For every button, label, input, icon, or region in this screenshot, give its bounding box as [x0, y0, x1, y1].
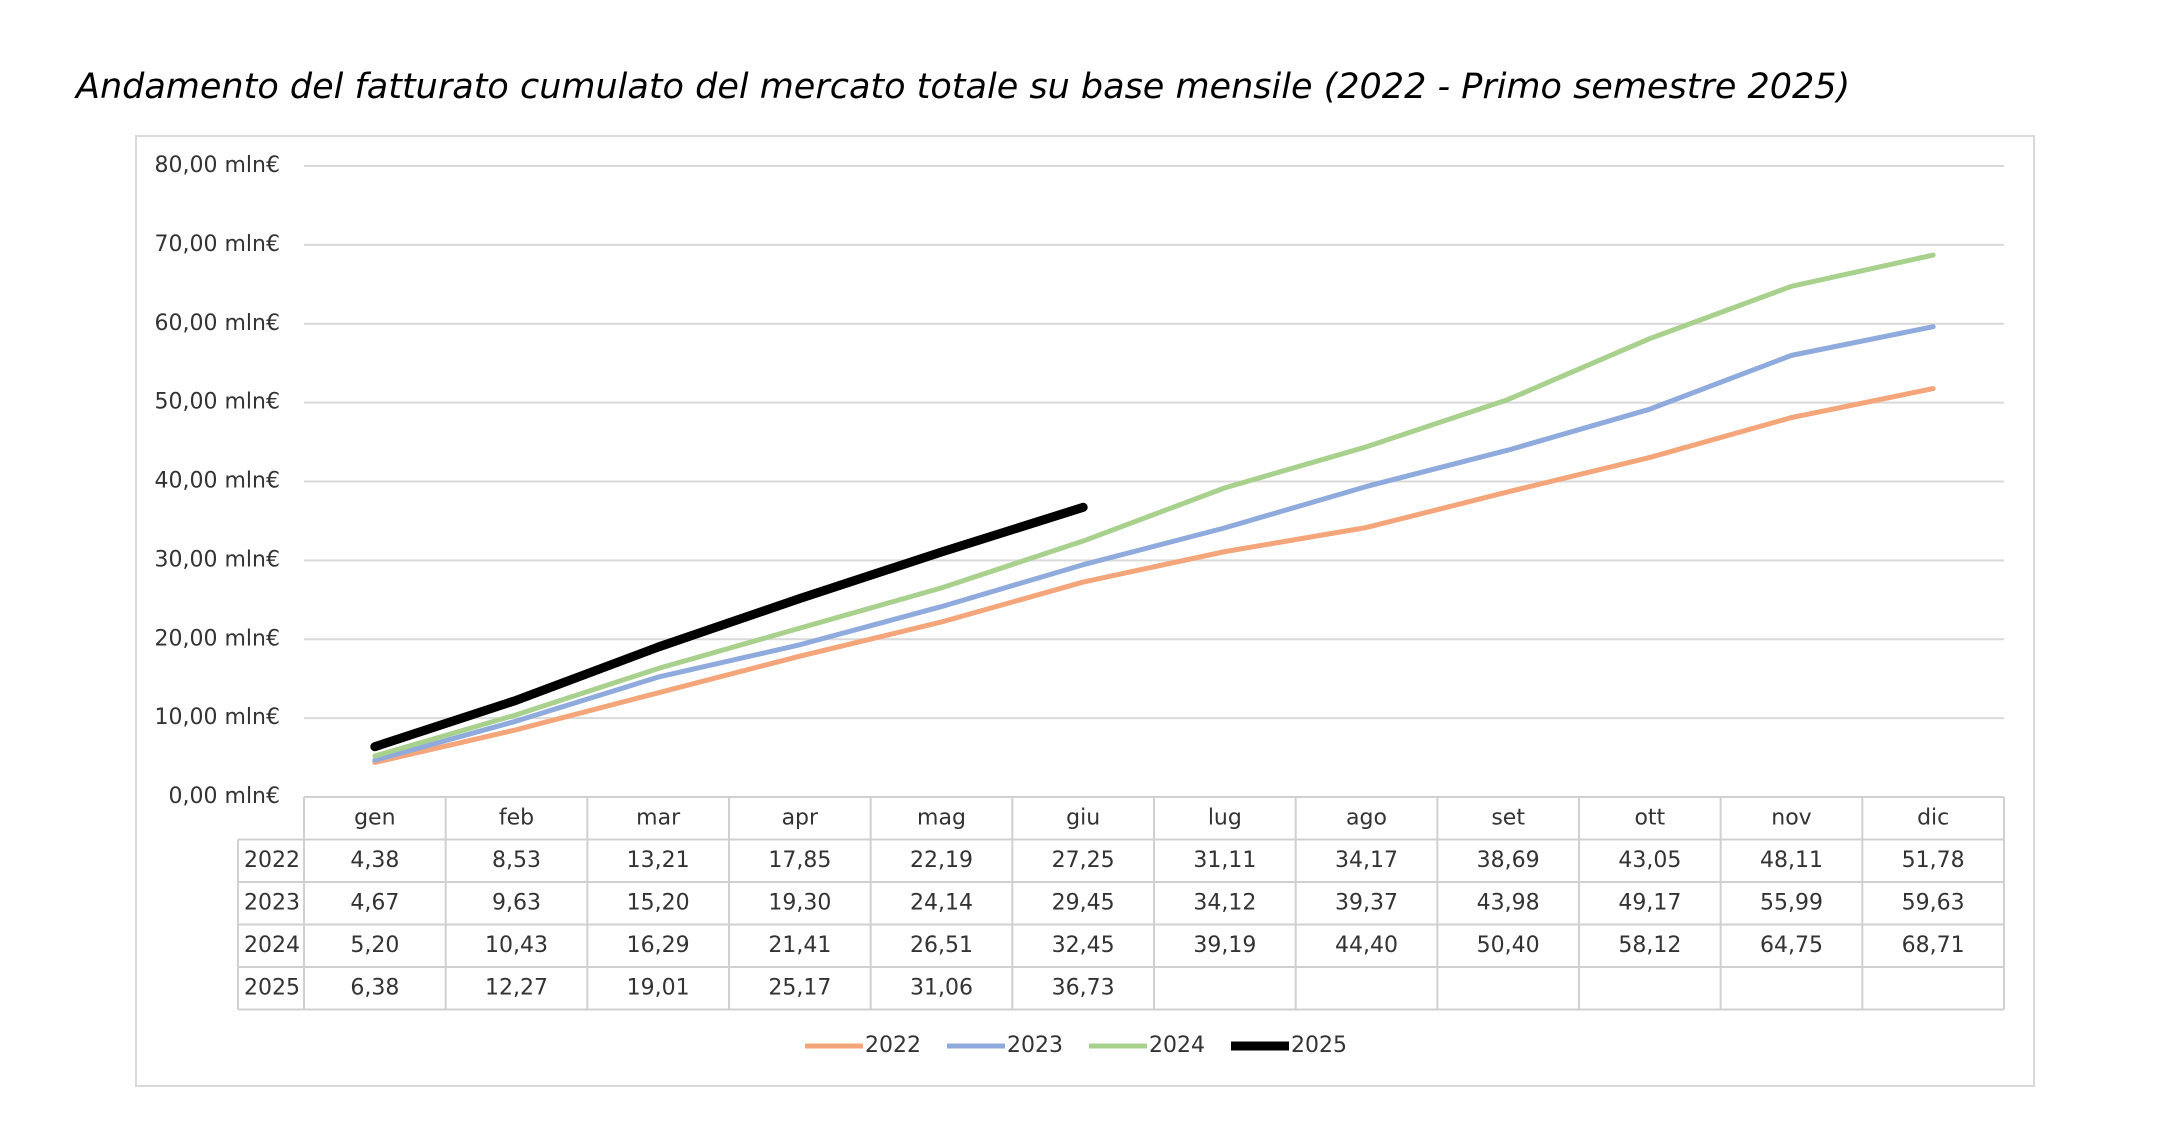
data-label: 4,67 [350, 890, 399, 915]
y-tick-label: 70,00 mln€ [155, 232, 280, 257]
data-label: 49,17 [1618, 890, 1681, 915]
legend-label: 2024 [1149, 1033, 1205, 1058]
data-label: 64,75 [1760, 933, 1823, 958]
data-label: 27,25 [1052, 848, 1115, 873]
x-tick-label: dic [1917, 805, 1949, 830]
data-label: 36,73 [1052, 975, 1115, 1000]
data-label: 15,20 [627, 890, 690, 915]
data-label: 59,63 [1902, 890, 1965, 915]
data-label: 55,99 [1760, 890, 1823, 915]
x-tick-label: nov [1771, 805, 1811, 830]
data-label: 51,78 [1902, 848, 1965, 873]
data-label: 50,40 [1477, 933, 1540, 958]
x-tick-label: giu [1066, 805, 1100, 830]
y-tick-label: 10,00 mln€ [155, 705, 280, 730]
data-label: 26,51 [910, 933, 973, 958]
data-label: 34,12 [1193, 890, 1256, 915]
data-label: 43,05 [1618, 848, 1681, 873]
data-label: 16,29 [627, 933, 690, 958]
data-label: 44,40 [1335, 933, 1398, 958]
data-label: 17,85 [768, 848, 831, 873]
y-tick-label: 80,00 mln€ [155, 153, 280, 178]
data-label: 34,17 [1335, 848, 1398, 873]
series-line [372, 324, 1936, 763]
data-label: 43,98 [1477, 890, 1540, 915]
x-tick-label: mar [636, 805, 681, 830]
data-label: 19,01 [627, 975, 690, 1000]
table-row-label: 2023 [244, 890, 300, 915]
y-tick-label: 0,00 mln€ [169, 784, 280, 809]
table-row-label: 2022 [244, 848, 300, 873]
x-tick-label: lug [1208, 805, 1242, 830]
y-tick-label: 50,00 mln€ [155, 390, 280, 415]
data-label: 4,38 [350, 848, 399, 873]
x-tick-label: ott [1634, 805, 1665, 830]
y-tick-label: 40,00 mln€ [155, 469, 280, 494]
data-label: 19,30 [768, 890, 831, 915]
x-tick-label: gen [354, 805, 395, 830]
data-label: 58,12 [1618, 933, 1681, 958]
data-label: 9,63 [492, 890, 541, 915]
series-line [370, 502, 1088, 752]
x-tick-label: apr [782, 805, 819, 830]
table-row-label: 2025 [244, 975, 300, 1000]
data-label: 6,38 [350, 975, 399, 1000]
data-label: 39,19 [1193, 933, 1256, 958]
data-label: 31,11 [1193, 848, 1256, 873]
table-row-label: 2024 [244, 933, 300, 958]
chart-frame [135, 135, 2035, 1087]
x-tick-label: set [1491, 805, 1525, 830]
data-label: 12,27 [485, 975, 548, 1000]
chart-title: Andamento del fatturato cumulato del mer… [74, 67, 1850, 107]
x-tick-label: feb [499, 805, 534, 830]
data-label: 38,69 [1477, 848, 1540, 873]
y-tick-label: 30,00 mln€ [155, 547, 280, 572]
series-line [372, 252, 1936, 759]
legend-label: 2022 [865, 1033, 921, 1058]
data-label: 31,06 [910, 975, 973, 1000]
data-label: 10,43 [485, 933, 548, 958]
data-label: 13,21 [627, 848, 690, 873]
legend-label: 2025 [1291, 1033, 1347, 1058]
series-line [372, 386, 1936, 765]
y-tick-label: 20,00 mln€ [155, 626, 280, 651]
data-label: 21,41 [768, 933, 831, 958]
data-label: 24,14 [910, 890, 973, 915]
x-tick-label: ago [1346, 805, 1387, 830]
x-tick-label: mag [917, 805, 966, 830]
data-label: 5,20 [350, 933, 399, 958]
data-label: 29,45 [1052, 890, 1115, 915]
data-label: 32,45 [1052, 933, 1115, 958]
y-tick-label: 60,00 mln€ [155, 311, 280, 336]
legend-label: 2023 [1007, 1033, 1063, 1058]
data-label: 22,19 [910, 848, 973, 873]
data-label: 68,71 [1902, 933, 1965, 958]
data-label: 25,17 [768, 975, 831, 1000]
data-label: 39,37 [1335, 890, 1398, 915]
data-label: 8,53 [492, 848, 541, 873]
data-label: 48,11 [1760, 848, 1823, 873]
